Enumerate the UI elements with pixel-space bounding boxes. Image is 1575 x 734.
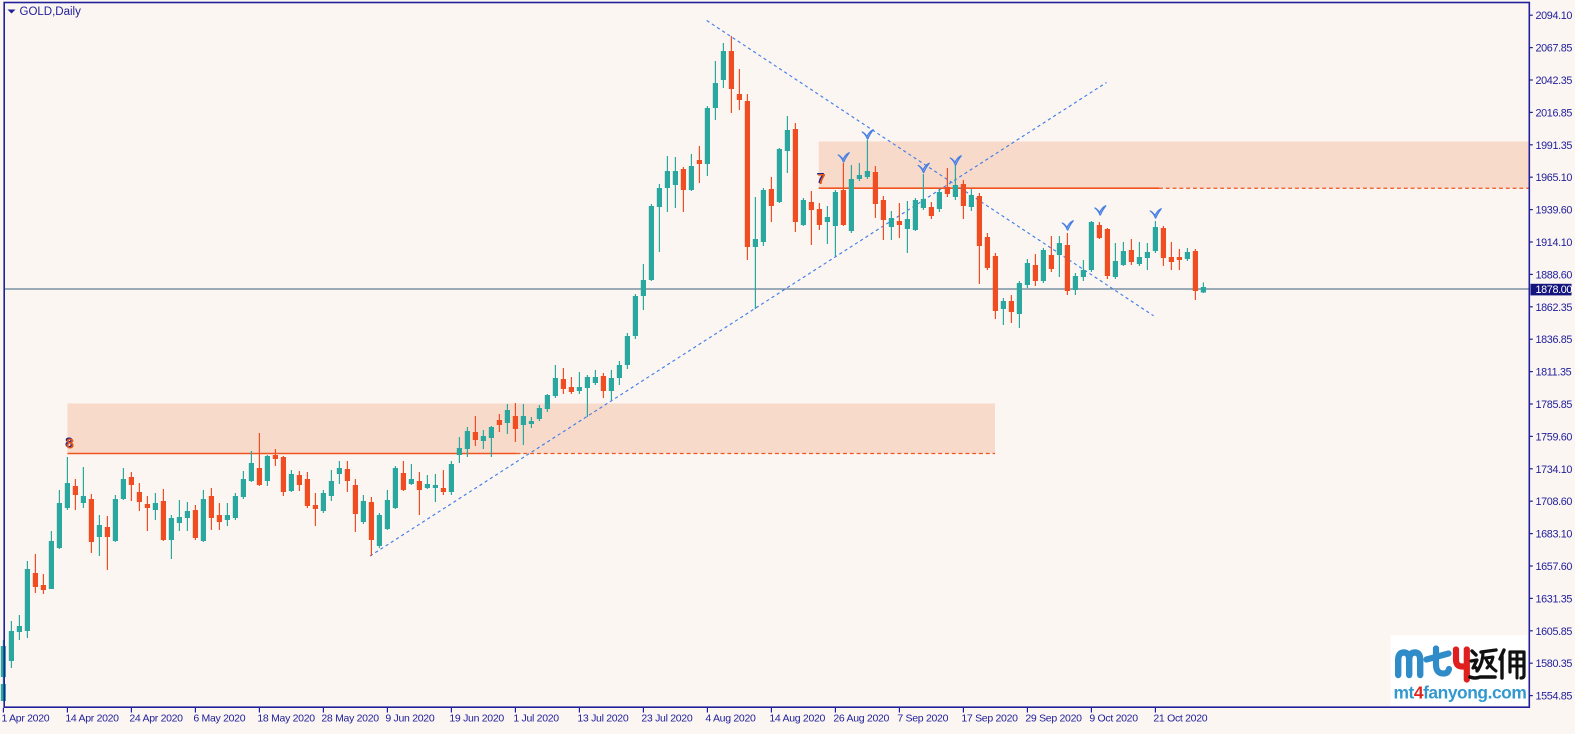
svg-text:1 Jul 2020: 1 Jul 2020: [513, 713, 559, 725]
svg-text:6 May 2020: 6 May 2020: [193, 713, 245, 725]
svg-text:1785.85: 1785.85: [1536, 399, 1573, 411]
svg-text:1708.60: 1708.60: [1536, 496, 1573, 508]
svg-text:1888.60: 1888.60: [1536, 269, 1573, 281]
svg-text:1991.35: 1991.35: [1536, 140, 1573, 152]
svg-text:26 Aug 2020: 26 Aug 2020: [833, 713, 889, 725]
svg-text:1631.35: 1631.35: [1536, 593, 1573, 605]
svg-text:7: 7: [817, 171, 825, 187]
svg-text:8: 8: [65, 436, 73, 452]
svg-text:8: 8: [66, 437, 74, 453]
svg-text:2042.35: 2042.35: [1536, 75, 1573, 87]
svg-text:1734.10: 1734.10: [1536, 464, 1573, 476]
svg-text:7: 7: [818, 172, 826, 188]
svg-text:1836.85: 1836.85: [1536, 334, 1573, 346]
svg-text:1580.35: 1580.35: [1536, 658, 1573, 670]
svg-text:14 Apr 2020: 14 Apr 2020: [65, 713, 119, 725]
svg-text:21 Oct 2020: 21 Oct 2020: [1153, 713, 1207, 725]
svg-text:19 Jun 2020: 19 Jun 2020: [449, 713, 504, 725]
svg-text:4 Aug 2020: 4 Aug 2020: [705, 713, 756, 725]
svg-text:9 Jun 2020: 9 Jun 2020: [385, 713, 434, 725]
svg-text:28 May 2020: 28 May 2020: [321, 713, 379, 725]
svg-text:mt4fanyong.com: mt4fanyong.com: [1394, 683, 1527, 703]
svg-text:17 Sep 2020: 17 Sep 2020: [961, 713, 1018, 725]
svg-text:24 Apr 2020: 24 Apr 2020: [129, 713, 183, 725]
svg-text:13 Jul 2020: 13 Jul 2020: [577, 713, 628, 725]
svg-text:2016.85: 2016.85: [1536, 107, 1573, 119]
svg-text:14 Aug 2020: 14 Aug 2020: [769, 713, 825, 725]
svg-text:1554.85: 1554.85: [1536, 691, 1573, 703]
svg-text:1759.60: 1759.60: [1536, 431, 1573, 443]
svg-text:2094.10: 2094.10: [1536, 10, 1573, 22]
svg-text:GOLD,Daily: GOLD,Daily: [20, 6, 82, 18]
svg-text:1683.10: 1683.10: [1536, 529, 1573, 541]
svg-text:1965.10: 1965.10: [1536, 172, 1573, 184]
svg-text:2067.85: 2067.85: [1536, 43, 1573, 55]
svg-text:1 Apr 2020: 1 Apr 2020: [2, 713, 50, 725]
svg-text:29 Sep 2020: 29 Sep 2020: [1025, 713, 1082, 725]
svg-text:23 Jul 2020: 23 Jul 2020: [641, 713, 692, 725]
svg-text:1878.00: 1878.00: [1536, 284, 1573, 296]
svg-text:7 Sep 2020: 7 Sep 2020: [897, 713, 948, 725]
svg-text:1657.60: 1657.60: [1536, 561, 1573, 573]
svg-text:1939.60: 1939.60: [1536, 205, 1573, 217]
svg-text:18 May 2020: 18 May 2020: [257, 713, 315, 725]
svg-text:1605.85: 1605.85: [1536, 626, 1573, 638]
svg-text:1811.35: 1811.35: [1536, 367, 1572, 379]
svg-text:1862.35: 1862.35: [1536, 302, 1573, 314]
svg-text:9 Oct 2020: 9 Oct 2020: [1089, 713, 1138, 725]
svg-text:1914.10: 1914.10: [1536, 237, 1573, 249]
